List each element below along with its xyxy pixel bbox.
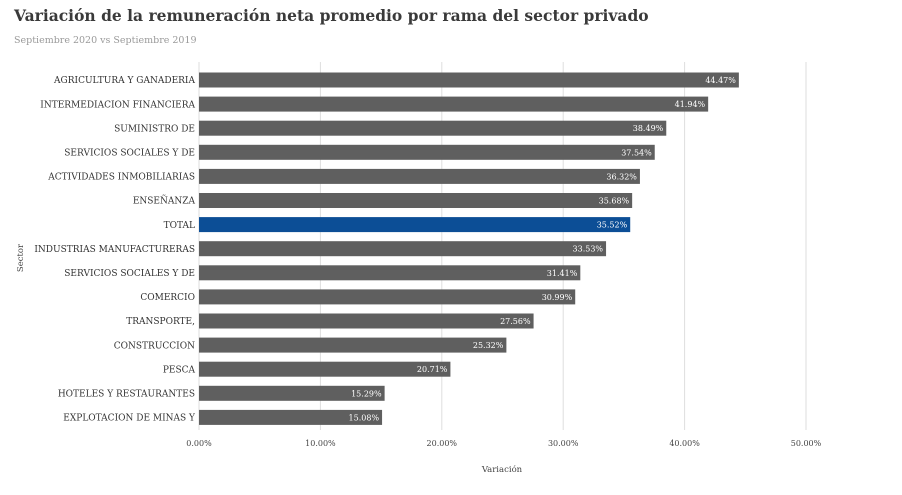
x-tick-label: 10.00% [305,439,336,448]
category-label: CONSTRUCCION [114,341,195,351]
category-label: INDUSTRIAS MANUFACTURERAS [34,245,195,255]
category-label: PESCA [163,365,196,375]
bar [199,337,507,353]
data-label: 20.71% [417,365,448,374]
data-label: 37.54% [621,148,652,157]
bar [199,385,385,401]
bar [199,289,576,305]
category-label: SERVICIOS SOCIALES Y DE [64,269,195,279]
x-tick-label: 50.00% [791,439,822,448]
data-label: 44.47% [705,76,736,85]
data-label: 33.53% [573,245,604,254]
data-label: 36.32% [606,172,637,181]
category-labels: AGRICULTURA Y GANADERIA INTERMEDIACION FI… [34,76,196,423]
value-labels: 44.47% 41.94% 38.49% 37.54% 36.32% 35.68% 35.5… [349,76,737,422]
x-tick-label: 0.00% [186,439,212,448]
data-label: 30.99% [542,293,573,302]
x-tick-label: 40.00% [669,439,700,448]
bar [199,361,451,377]
data-label: 35.52% [597,221,628,230]
category-label: ACTIVIDADES INMOBILIARIAS [47,173,195,183]
bar-total [199,217,631,233]
data-label: 15.29% [351,389,382,398]
chart-title: Variación de la remuneración neta promed… [14,6,649,25]
category-label: TRANSPORTE, [126,317,195,327]
category-label: SUMINISTRO DE [114,124,195,134]
data-label: 27.56% [500,317,531,326]
bar [199,72,739,88]
category-label: HOTELES Y RESTAURANTES [58,390,195,400]
y-axis-label: Sector [16,243,26,272]
bar [199,313,534,329]
category-label: INTERMEDIACION FINANCIERA [40,100,195,110]
data-label: 38.49% [633,124,664,133]
category-label: EXPLOTACION DE MINAS Y [63,414,196,424]
x-axis-label: Variación [481,464,523,475]
bar [199,265,581,281]
bar [199,409,383,425]
bar [199,168,640,184]
data-label: 35.68% [599,197,630,206]
bar [199,120,667,136]
category-label: AGRICULTURA Y GANADERIA [53,76,195,86]
data-label: 41.94% [675,100,706,109]
category-label: TOTAL [164,221,195,231]
x-tick-label: 20.00% [427,439,458,448]
chart-subtitle: Septiembre 2020 vs Septiembre 2019 [14,35,197,46]
bar [199,96,709,112]
bars [199,72,739,425]
category-label: ENSEÑANZA [133,195,196,207]
x-tick-label: 30.00% [548,439,579,448]
category-label: COMERCIO [140,293,195,303]
x-tick-labels: 0.00% 10.00% 20.00% 30.00% 40.00% 50.00% [186,439,821,448]
category-label: SERVICIOS SOCIALES Y DE [64,149,195,159]
data-label: 25.32% [473,341,504,350]
bar [199,144,655,160]
bar [199,241,607,257]
bar [199,193,633,208]
data-label: 31.41% [547,269,578,278]
data-label: 15.08% [349,413,380,422]
